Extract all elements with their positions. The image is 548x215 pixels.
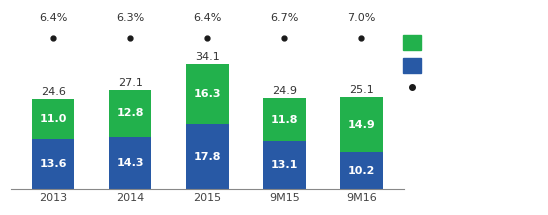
Bar	[263, 141, 306, 189]
Bar	[32, 139, 75, 189]
Text: 24.6: 24.6	[41, 87, 66, 97]
Text: 27.1: 27.1	[118, 78, 143, 88]
Bar	[32, 99, 75, 139]
Bar	[340, 97, 383, 152]
Text: 24.9: 24.9	[272, 86, 297, 96]
Text: 6.4%: 6.4%	[39, 13, 67, 23]
Text: 11.0: 11.0	[39, 114, 67, 124]
Bar	[186, 124, 229, 189]
Bar	[186, 64, 229, 124]
Bar	[263, 98, 306, 141]
Text: 10.2: 10.2	[347, 166, 375, 175]
Text: 14.9: 14.9	[347, 120, 375, 129]
Text: 6.7%: 6.7%	[270, 13, 299, 23]
Bar	[109, 90, 151, 137]
Text: 6.4%: 6.4%	[193, 13, 221, 23]
Text: 34.1: 34.1	[195, 52, 220, 62]
Text: 13.6: 13.6	[39, 159, 67, 169]
Bar	[109, 137, 151, 189]
Text: 17.8: 17.8	[193, 152, 221, 162]
Legend: , , : , ,	[403, 35, 424, 96]
Text: 14.3: 14.3	[117, 158, 144, 168]
Text: 25.1: 25.1	[349, 85, 374, 95]
Text: 6.3%: 6.3%	[116, 13, 145, 23]
Text: 7.0%: 7.0%	[347, 13, 375, 23]
Text: 16.3: 16.3	[193, 89, 221, 99]
Text: 11.8: 11.8	[271, 115, 298, 124]
Text: 12.8: 12.8	[117, 108, 144, 118]
Bar	[340, 152, 383, 189]
Text: 13.1: 13.1	[271, 160, 298, 170]
